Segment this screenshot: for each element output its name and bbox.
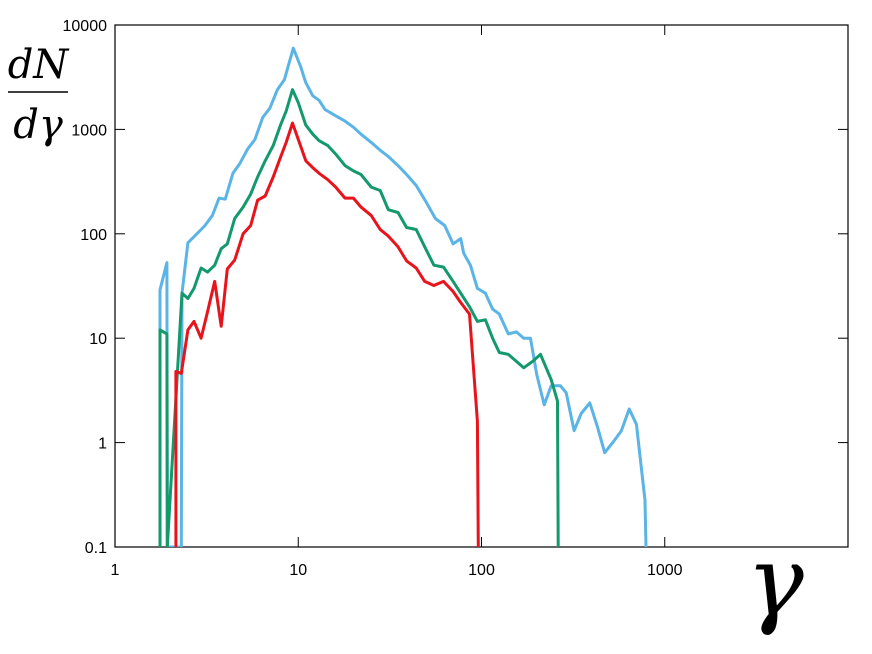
x-tick-label: 1 <box>111 562 120 579</box>
y-label-denominator: dγ <box>13 102 63 148</box>
x-tick-label: 10 <box>289 562 307 579</box>
y-tick-label: 10000 <box>63 18 108 35</box>
series-line <box>174 121 480 547</box>
y-tick-label: 10 <box>89 331 107 348</box>
y-label-numerator: dN <box>8 42 71 88</box>
x-tick-label: 100 <box>468 562 495 579</box>
x-label: γ <box>746 526 804 638</box>
lines <box>158 46 648 547</box>
series-line <box>158 88 560 547</box>
y-tick-label: 1000 <box>71 122 107 139</box>
y-tick-label: 100 <box>80 227 107 244</box>
y-tick-label: 1 <box>98 436 107 453</box>
series-line <box>158 46 648 547</box>
y-tick-label: 0.1 <box>85 540 107 557</box>
x-tick-label: 1000 <box>647 562 683 579</box>
